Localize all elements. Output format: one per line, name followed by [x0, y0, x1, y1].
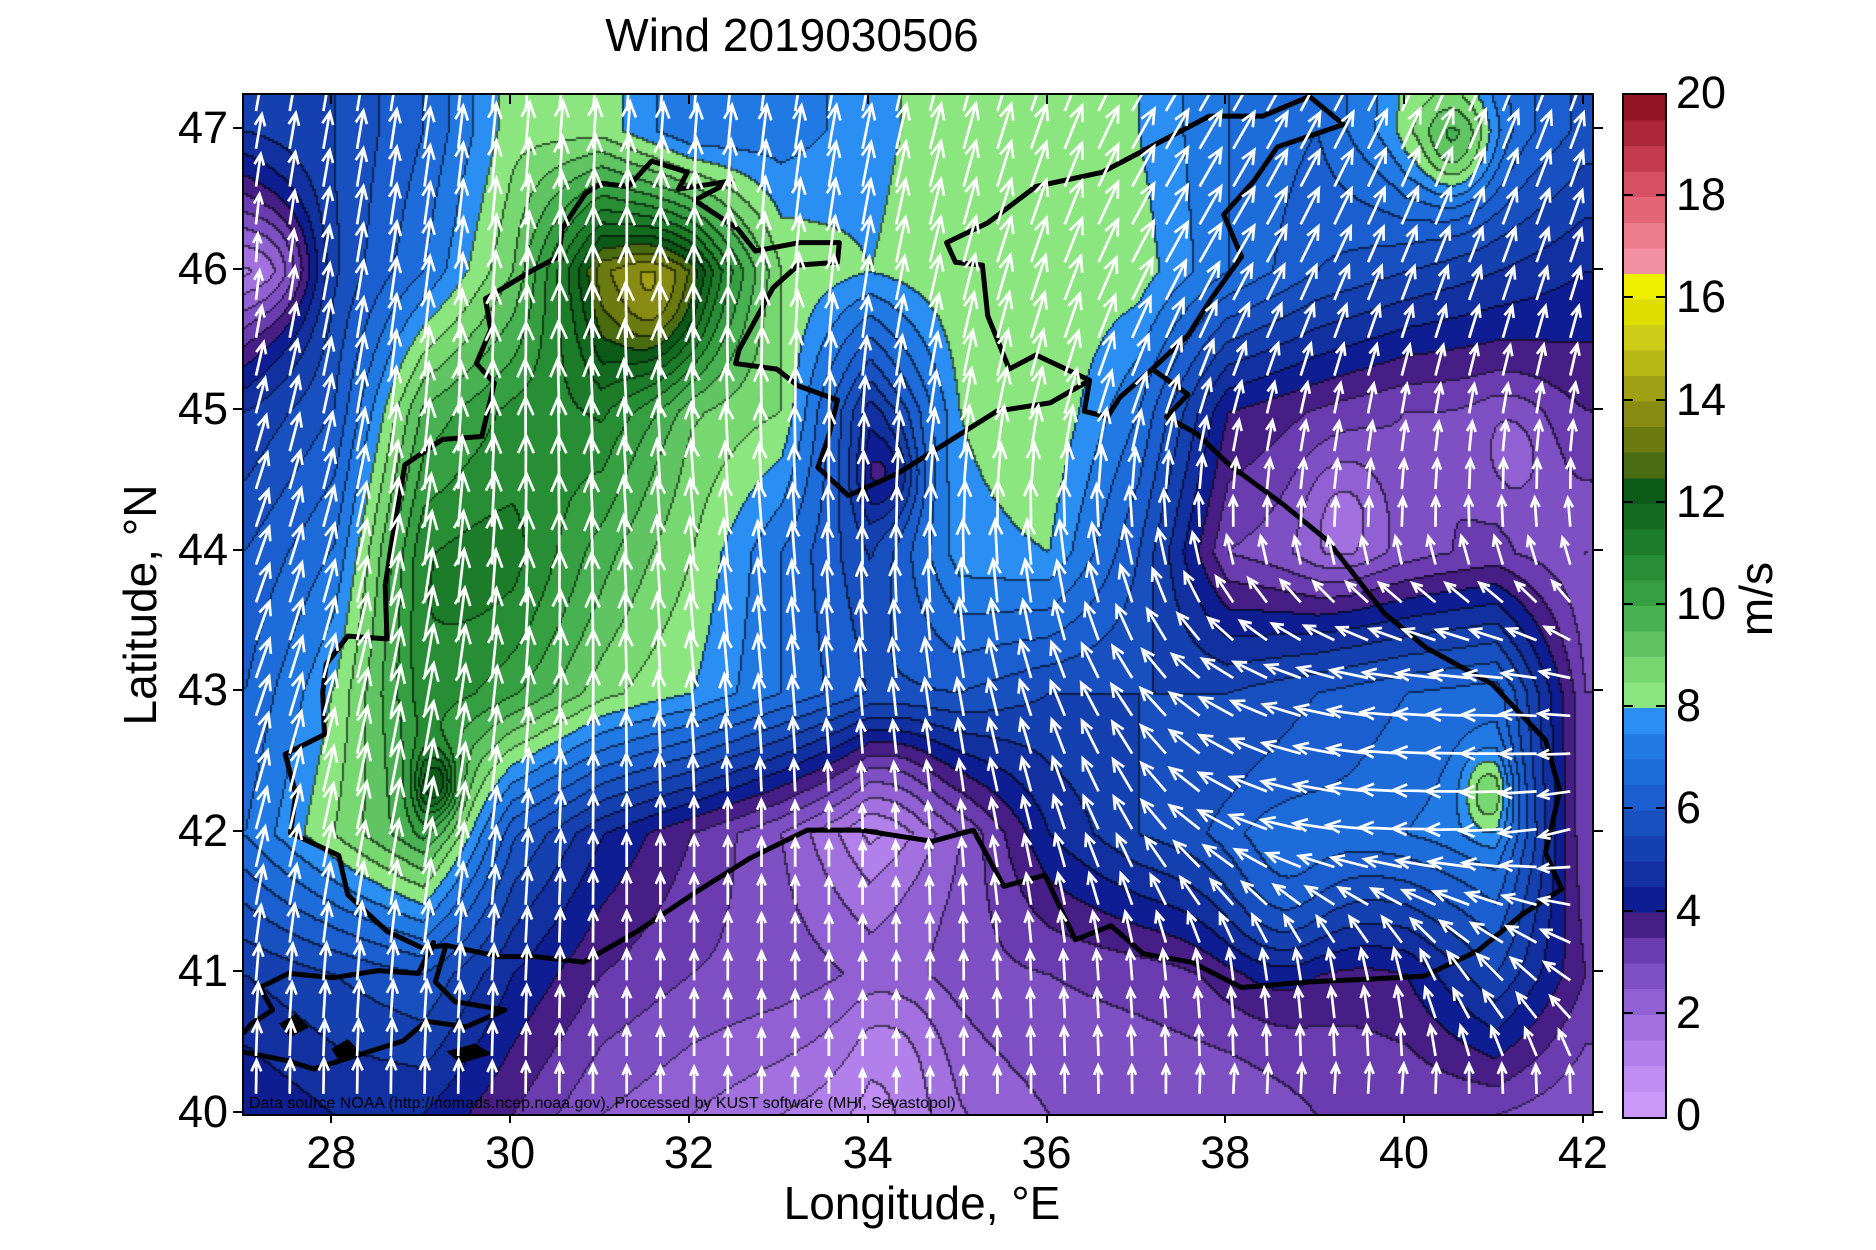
x-tick-label: 36	[1021, 1127, 1072, 1178]
x-tick-mark	[687, 1114, 690, 1123]
x-tick-mark-top	[1581, 95, 1584, 104]
wind-arrows	[250, 95, 1586, 1094]
y-tick-mark	[233, 267, 242, 270]
colorbar-tick-mark	[1624, 398, 1633, 401]
colorbar-tick-label: 14	[1676, 373, 1727, 425]
colorbar-tick-mark	[1624, 500, 1633, 503]
y-tick-mark	[233, 127, 242, 130]
x-tick-label: 38	[1200, 1127, 1251, 1178]
coastline-paths	[244, 95, 1565, 1072]
y-tick-mark-right	[1594, 408, 1603, 411]
x-tick-label: 42	[1557, 1127, 1608, 1178]
colorbar-tick-label: 4	[1676, 884, 1702, 936]
x-tick-mark-top	[1224, 95, 1227, 104]
x-tick-mark-top	[866, 95, 869, 104]
colorbar-tick-label: 18	[1676, 169, 1727, 221]
y-tick-mark	[233, 548, 242, 551]
y-tick-label: 45	[177, 383, 228, 435]
x-tick-mark-top	[509, 95, 512, 104]
colorbar-tick-label: 12	[1676, 475, 1727, 527]
coastline	[944, 95, 1346, 383]
colorbar-tick-label: 8	[1676, 680, 1702, 732]
x-tick-mark	[1581, 1114, 1584, 1123]
y-tick-label: 46	[177, 242, 228, 294]
x-tick-mark	[330, 1114, 333, 1123]
attribution-text: Data source NOAA (http://nomads.ncep.noa…	[249, 1095, 956, 1112]
x-tick-mark-top	[330, 95, 333, 104]
colorbar-tick-mark	[1624, 1011, 1633, 1014]
colorbar	[1622, 93, 1667, 1119]
plot-area: Data source NOAA (http://nomads.ncep.noa…	[242, 93, 1594, 1116]
y-tick-label: 40	[177, 1086, 228, 1137]
y-tick-label: 42	[177, 804, 228, 856]
chart-title: Wind 2019030506	[605, 9, 979, 61]
colorbar-tick-mark	[1656, 705, 1665, 708]
colorbar-tick-mark	[1624, 807, 1633, 810]
colorbar-tick-label: 0	[1676, 1089, 1702, 1140]
x-tick-mark	[866, 1114, 869, 1123]
x-axis-label: Longitude, °E	[783, 1177, 1061, 1229]
y-tick-mark	[233, 1111, 242, 1113]
map-overlay	[244, 95, 1586, 1094]
coastline	[282, 158, 1565, 990]
x-tick-mark	[509, 1114, 512, 1123]
x-tick-label: 28	[306, 1127, 357, 1178]
colorbar-tick-mark	[1656, 603, 1665, 605]
y-tick-label: 44	[177, 523, 228, 575]
x-tick-mark-top	[1045, 95, 1048, 104]
colorbar-tick-label: 16	[1676, 271, 1727, 323]
y-tick-mark	[233, 829, 242, 832]
y-tick-mark	[233, 408, 242, 411]
colorbar-tick-mark	[1656, 807, 1665, 810]
y-tick-mark	[233, 970, 242, 973]
colorbar-tick-label: 2	[1676, 986, 1702, 1038]
y-tick-mark-right	[1594, 267, 1603, 270]
colorbar-tick-mark	[1656, 296, 1665, 299]
coastline	[244, 940, 436, 1035]
colorbar-tick-mark	[1656, 194, 1665, 197]
colorbar-tick-mark	[1624, 909, 1633, 912]
x-tick-mark	[1224, 1114, 1227, 1123]
y-tick-mark-right	[1594, 127, 1603, 130]
colorbar-tick-mark	[1624, 296, 1633, 299]
x-tick-mark	[1045, 1114, 1048, 1123]
y-tick-label: 41	[177, 945, 228, 997]
y-tick-mark-right	[1594, 1111, 1603, 1113]
x-tick-mark-top	[687, 95, 690, 104]
x-tick-label: 40	[1379, 1127, 1430, 1178]
colorbar-tick-mark	[1656, 500, 1665, 503]
x-tick-label: 34	[842, 1127, 893, 1178]
colorbar-tick-label: 10	[1676, 578, 1727, 629]
colorbar-tick-mark	[1656, 909, 1665, 912]
x-tick-label: 30	[485, 1127, 536, 1178]
y-tick-label: 43	[177, 664, 228, 716]
colorbar-tick-mark	[1624, 603, 1633, 605]
y-tick-mark-right	[1594, 970, 1603, 973]
y-tick-mark-right	[1594, 689, 1603, 692]
x-tick-label: 32	[663, 1127, 714, 1178]
colorbar-tick-mark	[1656, 398, 1665, 401]
colorbar-tick-mark	[1624, 705, 1633, 708]
y-tick-mark-right	[1594, 829, 1603, 832]
colorbar-unit-label: m/s	[1730, 561, 1782, 637]
wind-arrow-glyphs	[250, 95, 1586, 1094]
x-tick-mark-top	[1403, 95, 1406, 104]
colorbar-tick-mark	[1656, 1011, 1665, 1014]
colorbar-tick-label: 6	[1676, 782, 1702, 834]
y-axis-label: Latitude, °N	[114, 484, 166, 726]
y-tick-label: 47	[177, 102, 228, 154]
colorbar-tick-mark	[1624, 194, 1633, 197]
x-tick-mark	[1403, 1114, 1406, 1123]
y-tick-mark	[233, 689, 242, 692]
island	[446, 1043, 493, 1064]
colorbar-tick-label: 20	[1676, 67, 1727, 118]
y-tick-mark-right	[1594, 548, 1603, 551]
